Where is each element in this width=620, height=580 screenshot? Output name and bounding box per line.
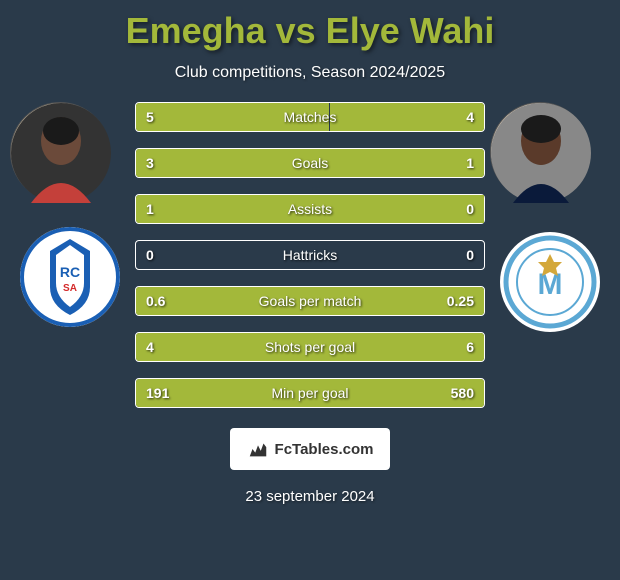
subtitle: Club competitions, Season 2024/2025 xyxy=(0,64,620,82)
stat-label: Goals per match xyxy=(259,293,362,309)
stat-value-left: 191 xyxy=(146,385,169,401)
stat-value-left: 0.6 xyxy=(146,293,165,309)
stat-value-right: 4 xyxy=(466,109,474,125)
stat-row: 0.6 0.25 Goals per match xyxy=(135,286,485,316)
stat-value-left: 4 xyxy=(146,339,154,355)
svg-text:RC: RC xyxy=(60,264,80,280)
page-title: Emegha vs Elye Wahi xyxy=(0,10,620,52)
svg-text:M: M xyxy=(538,268,563,301)
stat-value-right: 1 xyxy=(466,155,474,171)
stat-value-right: 6 xyxy=(466,339,474,355)
stat-value-left: 1 xyxy=(146,201,154,217)
stat-row: 5 4 Matches xyxy=(135,102,485,132)
stat-bar-right xyxy=(222,379,484,407)
stat-row: 191 580 Min per goal xyxy=(135,378,485,408)
stat-bar-right xyxy=(330,103,485,131)
stat-value-right: 0 xyxy=(466,201,474,217)
stat-row: 1 0 Assists xyxy=(135,194,485,224)
stat-label: Shots per goal xyxy=(265,339,355,355)
stat-row: 4 6 Shots per goal xyxy=(135,332,485,362)
player-right-avatar xyxy=(490,102,590,202)
date-text: 23 september 2024 xyxy=(0,488,620,505)
club-left-logo: RC SA xyxy=(20,227,120,327)
chart-icon xyxy=(247,438,269,460)
stat-label: Hattricks xyxy=(283,247,337,263)
stat-value-left: 5 xyxy=(146,109,154,125)
stat-label: Min per goal xyxy=(271,385,348,401)
stat-bar-left xyxy=(136,149,397,177)
stat-value-right: 580 xyxy=(451,385,474,401)
stat-bar-left xyxy=(136,333,275,361)
stat-label: Assists xyxy=(288,201,332,217)
footer-brand-badge[interactable]: FcTables.com xyxy=(230,428,390,470)
stat-value-left: 3 xyxy=(146,155,154,171)
stat-value-right: 0.25 xyxy=(447,293,474,309)
club-right-logo: M xyxy=(500,232,600,332)
stats-bars-container: 54Matches31Goals10Assists00Hattricks0.60… xyxy=(135,102,485,408)
footer-brand-text: FcTables.com xyxy=(275,441,374,458)
svg-text:SA: SA xyxy=(63,283,77,294)
stat-row: 3 1 Goals xyxy=(135,148,485,178)
stat-value-left: 0 xyxy=(146,247,154,263)
stats-area: RC SA M 5 4 Matches 3 1 Goals 1 0 Assists 0 0 Hattr… xyxy=(0,102,620,408)
stat-row: 0 0 Hattricks xyxy=(135,240,485,270)
stat-label: Goals xyxy=(292,155,329,171)
stat-value-right: 0 xyxy=(466,247,474,263)
player-left-avatar xyxy=(10,102,110,202)
stat-label: Matches xyxy=(284,109,337,125)
